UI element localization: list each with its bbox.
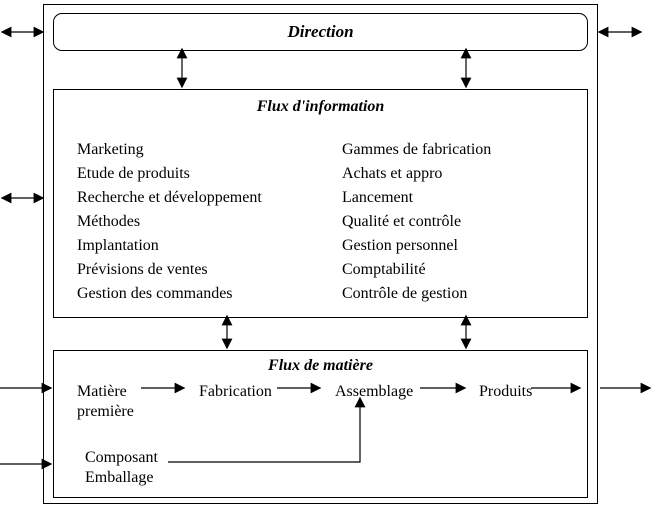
info-item: Gammes de fabrication [342, 138, 564, 162]
direction-box: Direction [53, 13, 588, 51]
node-matiere: Matière [77, 383, 127, 401]
node-premiere: première [77, 403, 134, 421]
info-left-column: Marketing Etude de produits Recherche et… [77, 138, 342, 306]
info-item: Implantation [77, 234, 342, 258]
node-produits: Produits [479, 383, 532, 401]
info-item: Comptabilité [342, 258, 564, 282]
info-item: Prévisions de ventes [77, 258, 342, 282]
direction-title: Direction [287, 22, 353, 42]
info-item: Gestion personnel [342, 234, 564, 258]
flux-information-box: Flux d'information Marketing Etude de pr… [53, 89, 588, 318]
node-emballage: Emballage [85, 469, 153, 487]
node-assemblage: Assemblage [335, 383, 413, 401]
info-item: Etude de produits [77, 162, 342, 186]
flux-matiere-title: Flux de matière [54, 357, 587, 375]
outer-frame: Direction Flux d'information Marketing E… [43, 4, 598, 504]
info-columns: Marketing Etude de produits Recherche et… [77, 138, 564, 306]
info-item: Achats et appro [342, 162, 564, 186]
info-right-column: Gammes de fabrication Achats et appro La… [342, 138, 564, 306]
info-item: Contrôle de gestion [342, 282, 564, 306]
info-item: Recherche et développement [77, 186, 342, 210]
flux-matiere-box: Flux de matière Matière première Fabrica… [53, 350, 588, 498]
info-item: Méthodes [77, 210, 342, 234]
info-item: Lancement [342, 186, 564, 210]
info-item: Qualité et contrôle [342, 210, 564, 234]
info-item: Marketing [77, 138, 342, 162]
flux-information-title: Flux d'information [54, 98, 587, 116]
node-fabrication: Fabrication [199, 383, 272, 401]
info-item: Gestion des commandes [77, 282, 342, 306]
node-composant: Composant [85, 449, 158, 467]
